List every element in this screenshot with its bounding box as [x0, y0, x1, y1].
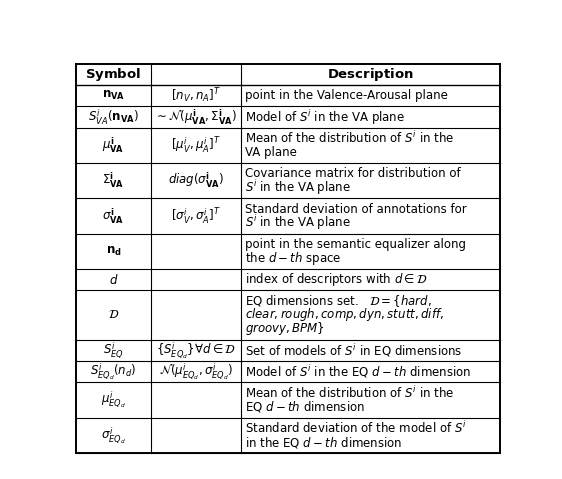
Text: $groovy, BPM\}$: $groovy, BPM\}$	[246, 320, 325, 337]
Text: $S^i$ in the VA plane: $S^i$ in the VA plane	[246, 214, 351, 232]
Text: Model of $S^i$ in the EQ $d-th$ dimension: Model of $S^i$ in the EQ $d-th$ dimensio…	[246, 363, 472, 380]
Text: $diag(\sigma^\mathbf{i}_{\mathbf{VA}})$: $diag(\sigma^\mathbf{i}_{\mathbf{VA}})$	[168, 171, 224, 191]
Text: Mean of the distribution of $S^i$ in the: Mean of the distribution of $S^i$ in the	[246, 385, 455, 401]
Text: $S^i_{EQ_d}(n_d)$: $S^i_{EQ_d}(n_d)$	[90, 361, 137, 382]
Text: in the EQ $d-th$ dimension: in the EQ $d-th$ dimension	[246, 435, 403, 450]
Text: $\mathbf{n_{VA}}$: $\mathbf{n_{VA}}$	[102, 89, 125, 103]
Text: Mean of the distribution of $S^i$ in the: Mean of the distribution of $S^i$ in the	[246, 131, 455, 147]
Text: $[\mu^i_V, \mu^i_A]^T$: $[\mu^i_V, \mu^i_A]^T$	[171, 136, 221, 155]
Text: $S_{VA}^i(\mathbf{n_{VA}})$: $S_{VA}^i(\mathbf{n_{VA}})$	[88, 107, 139, 127]
Text: $clear, rough, comp, dyn, stutt, diff,$: $clear, rough, comp, dyn, stutt, diff,$	[246, 307, 444, 323]
Text: $[n_V, n_A]^T$: $[n_V, n_A]^T$	[171, 86, 221, 105]
Text: $\mathbf{n_d}$: $\mathbf{n_d}$	[106, 245, 121, 258]
Text: index of descriptors with $d \in \mathcal{D}$: index of descriptors with $d \in \mathca…	[246, 271, 428, 288]
Text: the $d-th$ space: the $d-th$ space	[246, 250, 342, 267]
Text: $[\sigma^i_V, \sigma^i_A]^T$: $[\sigma^i_V, \sigma^i_A]^T$	[171, 206, 221, 226]
Text: Standard deviation of the model of $S^i$: Standard deviation of the model of $S^i$	[246, 421, 467, 436]
Text: $S^i$ in the VA plane: $S^i$ in the VA plane	[246, 178, 351, 197]
Text: $\mu^\mathbf{i}_{\mathbf{VA}}$: $\mu^\mathbf{i}_{\mathbf{VA}}$	[102, 136, 125, 155]
Text: $d$: $d$	[108, 273, 118, 286]
Text: $\sigma^i_{EQ_d}$: $\sigma^i_{EQ_d}$	[101, 425, 126, 445]
Text: point in the Valence-Arousal plane: point in the Valence-Arousal plane	[246, 89, 448, 102]
Text: $\sigma^\mathbf{i}_{\mathbf{VA}}$: $\sigma^\mathbf{i}_{\mathbf{VA}}$	[102, 206, 125, 226]
Text: EQ dimensions set.   $\mathcal{D} = \{hard,$: EQ dimensions set. $\mathcal{D} = \{hard…	[246, 293, 432, 309]
Text: $\mathbf{Symbol}$: $\mathbf{Symbol}$	[85, 66, 142, 83]
Text: $\mathcal{D}$: $\mathcal{D}$	[108, 308, 119, 321]
Text: Covariance matrix for distribution of: Covariance matrix for distribution of	[246, 167, 461, 180]
Text: Set of models of $S^i$ in EQ dimensions: Set of models of $S^i$ in EQ dimensions	[246, 342, 463, 359]
Text: $\mathbf{Description}$: $\mathbf{Description}$	[327, 66, 414, 83]
Text: Model of $S^i$ in the VA plane: Model of $S^i$ in the VA plane	[246, 108, 405, 126]
Text: $\mu^i_{EQ_d}$: $\mu^i_{EQ_d}$	[101, 389, 126, 411]
Text: $\Sigma^\mathbf{i}_{\mathbf{VA}}$: $\Sigma^\mathbf{i}_{\mathbf{VA}}$	[102, 171, 125, 191]
Text: point in the semantic equalizer along: point in the semantic equalizer along	[246, 238, 466, 251]
Text: EQ $d-th$ dimension: EQ $d-th$ dimension	[246, 399, 365, 414]
Text: $\{S^i_{EQ_d}\}\forall d \in \mathcal{D}$: $\{S^i_{EQ_d}\}\forall d \in \mathcal{D}…	[156, 340, 236, 361]
Text: $\sim \mathcal{N}(\mu^\mathbf{i}_{\mathbf{VA}}, \Sigma^\mathbf{i}_{\mathbf{VA}}): $\sim \mathcal{N}(\mu^\mathbf{i}_{\mathb…	[155, 107, 238, 127]
Text: VA plane: VA plane	[246, 146, 297, 159]
Text: $\mathcal{N}(\mu^i_{EQ_d}, \sigma^i_{EQ_d})$: $\mathcal{N}(\mu^i_{EQ_d}, \sigma^i_{EQ_…	[159, 361, 233, 382]
Text: $S_{EQ}^i$: $S_{EQ}^i$	[103, 340, 124, 360]
Text: Standard deviation of annotations for: Standard deviation of annotations for	[246, 203, 467, 216]
